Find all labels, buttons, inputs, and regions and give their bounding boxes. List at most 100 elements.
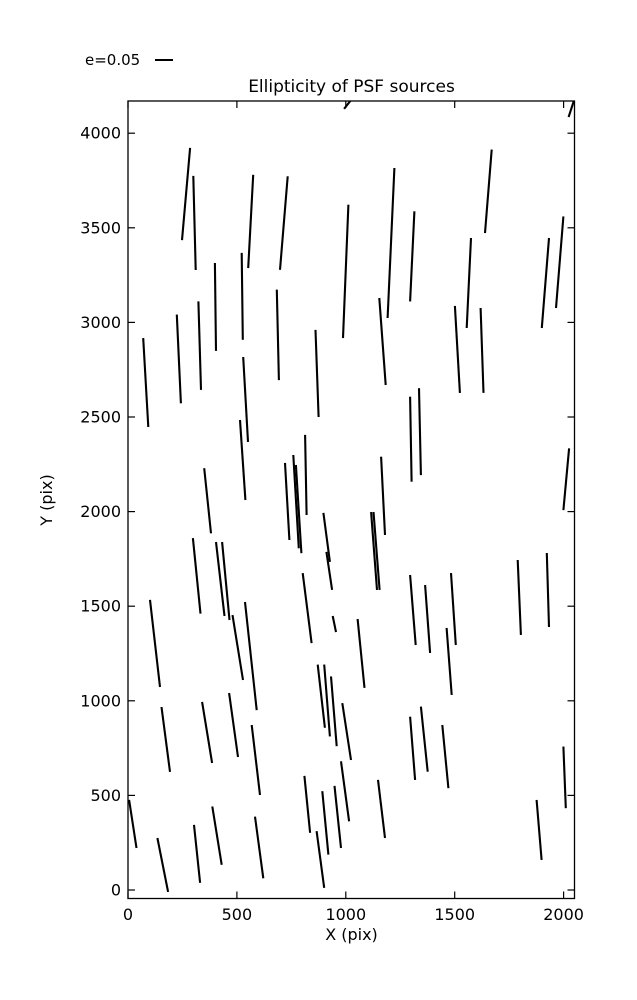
whisker-segment (386, 167, 396, 319)
whisker-segment (238, 419, 247, 501)
whisker-segment (175, 314, 182, 404)
whisker-segment (283, 462, 291, 541)
legend: e=0.05 (85, 51, 174, 69)
y-tick-label: 4000 (80, 124, 121, 143)
whisker-segment (441, 724, 450, 789)
whisker-segment (243, 601, 258, 711)
whisker-segment (453, 305, 461, 393)
whisker-segment (535, 799, 543, 860)
whisker-segment (567, 101, 575, 118)
y-tick-label: 500 (90, 786, 121, 805)
whisker-segment (304, 434, 308, 516)
y-tick-label: 1500 (80, 597, 121, 616)
whisker-segment (341, 204, 350, 339)
whisker-segment (231, 614, 245, 681)
axes-spines (127, 100, 576, 900)
whisker-segment (325, 551, 334, 591)
x-axis-label: X (pix) (325, 925, 378, 944)
whisker-segment (545, 552, 551, 628)
whisker-segment (180, 147, 192, 241)
y-tick-label: 2500 (80, 408, 121, 427)
y-tick-label: 2000 (80, 502, 121, 521)
axis-ticks (127, 101, 575, 899)
whisker-segment (376, 779, 387, 839)
whisker-segment (213, 262, 218, 351)
whisker-segment (240, 252, 244, 340)
whisker-segment (156, 837, 170, 893)
whisker-segment (314, 329, 320, 418)
whisker-segment (516, 559, 522, 635)
whisker-segments (128, 101, 575, 893)
x-tick-label: 2000 (543, 905, 584, 924)
whisker-segment (201, 701, 214, 764)
x-tick-label: 500 (222, 905, 253, 924)
x-tick-label: 1500 (434, 905, 475, 924)
whisker-segment (221, 541, 231, 621)
y-tick-label: 3500 (80, 218, 121, 237)
whisker-segment (409, 716, 417, 780)
whisker-segment (562, 746, 567, 809)
whisker-segment (449, 573, 457, 646)
whisker-segment (191, 537, 202, 614)
legend-label: e=0.05 (85, 51, 141, 69)
whisker-segment (323, 664, 331, 737)
y-tick-label: 0 (111, 881, 121, 900)
whisker-segment (294, 464, 303, 554)
whisker-segment (160, 706, 172, 773)
whisker-segment (554, 216, 565, 309)
whisker-segment (228, 692, 240, 758)
whisker-segment (242, 356, 250, 442)
whisker-segment (356, 618, 366, 689)
whisker-segment (479, 307, 485, 393)
whisker-segment (197, 301, 203, 390)
legend-line-sample (155, 59, 174, 61)
whisker-segment (465, 237, 473, 329)
whisker-segment (341, 702, 353, 761)
whisker-segment (142, 338, 150, 428)
whisker-segment (419, 706, 429, 772)
whisker-segment (483, 149, 493, 234)
whisker-segment (292, 454, 300, 549)
whisker-segment (370, 511, 379, 590)
whisker-segment (211, 806, 223, 865)
whisker-segment (278, 176, 289, 270)
whisker-segment (203, 468, 213, 534)
whisker-segment (253, 816, 265, 879)
whisker-segment (445, 627, 453, 695)
whisker-segment (380, 456, 387, 536)
whisker-segment (378, 297, 387, 386)
whisker-segment (372, 511, 381, 590)
whisker-segment (192, 175, 197, 271)
whisker-segment (301, 572, 313, 644)
whisker-segment (316, 664, 326, 728)
x-tick-label: 0 (123, 905, 133, 924)
whisker-segment (562, 448, 571, 511)
whisker-segment (128, 799, 138, 849)
whisker-segment (333, 785, 343, 849)
whisker-segment (192, 824, 202, 883)
whisker-segment (214, 541, 226, 617)
whisker-segment (339, 761, 351, 822)
whisker-segment (424, 584, 432, 653)
whisker-segment (247, 174, 255, 269)
y-tick-label: 1000 (80, 691, 121, 710)
whisker-segment (329, 676, 338, 747)
whisker-segment (409, 574, 417, 646)
whisker-segment (409, 211, 416, 302)
whisker-segment (322, 512, 331, 563)
whisker-segment (540, 237, 551, 329)
tick-labels: 0 500 1000 1500 2000 0 500 1000 1500 2000 2500 3000… (80, 124, 584, 924)
whisker-segment (321, 791, 330, 855)
whisker-segment (275, 289, 280, 381)
y-tick-label: 3000 (80, 313, 121, 332)
whisker-segment (315, 830, 326, 889)
whisker-segment (417, 388, 422, 476)
whisker-segment (303, 775, 312, 833)
x-tick-label: 1000 (325, 905, 366, 924)
whisker-segment (250, 724, 262, 796)
chart-title: Ellipticity of PSF sources (248, 77, 455, 97)
whisker-segment (148, 599, 162, 688)
whisker-segment (409, 396, 413, 482)
